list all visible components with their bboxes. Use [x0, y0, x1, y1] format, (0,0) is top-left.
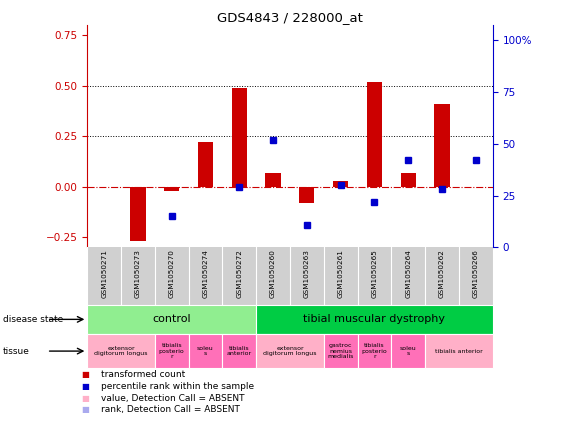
Text: tibial muscular dystrophy: tibial muscular dystrophy [303, 314, 445, 324]
Bar [232, 88, 247, 187]
Bar [256, 334, 324, 368]
Bar [333, 181, 348, 187]
Text: rank, Detection Call = ABSENT: rank, Detection Call = ABSENT [101, 405, 240, 415]
Text: tibialis
anterior: tibialis anterior [227, 346, 252, 357]
Bar [435, 104, 449, 187]
Text: gastroc
nemius
medialis: gastroc nemius medialis [328, 343, 354, 360]
Text: GSM1050271: GSM1050271 [101, 249, 107, 298]
Text: extensor
digitorum longus: extensor digitorum longus [94, 346, 148, 357]
Bar [222, 334, 256, 368]
Text: tibialis anterior: tibialis anterior [435, 349, 482, 354]
Bar [324, 334, 358, 368]
Text: extensor
digitorum longus: extensor digitorum longus [263, 346, 317, 357]
Text: GSM1050274: GSM1050274 [203, 249, 208, 298]
Text: control: control [153, 314, 191, 324]
Bar [198, 143, 213, 187]
Bar [155, 334, 189, 368]
Bar [266, 173, 281, 187]
Bar [358, 334, 391, 368]
Text: GSM1050272: GSM1050272 [236, 249, 242, 298]
Text: GSM1050260: GSM1050260 [270, 249, 276, 298]
Text: GSM1050261: GSM1050261 [338, 249, 343, 298]
Bar [87, 334, 155, 368]
Text: ■: ■ [82, 393, 90, 403]
Bar [401, 173, 415, 187]
Text: soleu
s: soleu s [400, 346, 417, 357]
Text: GSM1050265: GSM1050265 [372, 249, 377, 298]
Text: GSM1050266: GSM1050266 [473, 249, 479, 298]
Text: GSM1050262: GSM1050262 [439, 249, 445, 298]
Bar [367, 82, 382, 187]
Text: disease state: disease state [3, 315, 63, 324]
Bar [130, 187, 145, 242]
Text: GSM1050270: GSM1050270 [169, 249, 175, 298]
Title: GDS4843 / 228000_at: GDS4843 / 228000_at [217, 11, 363, 24]
Text: GSM1050264: GSM1050264 [405, 249, 411, 298]
Text: GSM1050263: GSM1050263 [304, 249, 310, 298]
Bar [164, 187, 179, 191]
Text: tibialis
posterio
r: tibialis posterio r [159, 343, 185, 360]
Bar [425, 334, 493, 368]
Text: transformed count: transformed count [101, 370, 186, 379]
Text: tibialis
posterio
r: tibialis posterio r [361, 343, 387, 360]
Text: GSM1050273: GSM1050273 [135, 249, 141, 298]
Text: ■: ■ [82, 382, 90, 391]
Text: ■: ■ [82, 370, 90, 379]
Text: tissue: tissue [3, 346, 30, 356]
Bar [300, 187, 315, 203]
Bar [256, 305, 493, 334]
Bar [189, 334, 222, 368]
Text: percentile rank within the sample: percentile rank within the sample [101, 382, 254, 391]
Text: ■: ■ [82, 405, 90, 415]
Text: value, Detection Call = ABSENT: value, Detection Call = ABSENT [101, 393, 245, 403]
Bar [87, 305, 256, 334]
Text: soleu
s: soleu s [197, 346, 214, 357]
Bar [391, 334, 425, 368]
